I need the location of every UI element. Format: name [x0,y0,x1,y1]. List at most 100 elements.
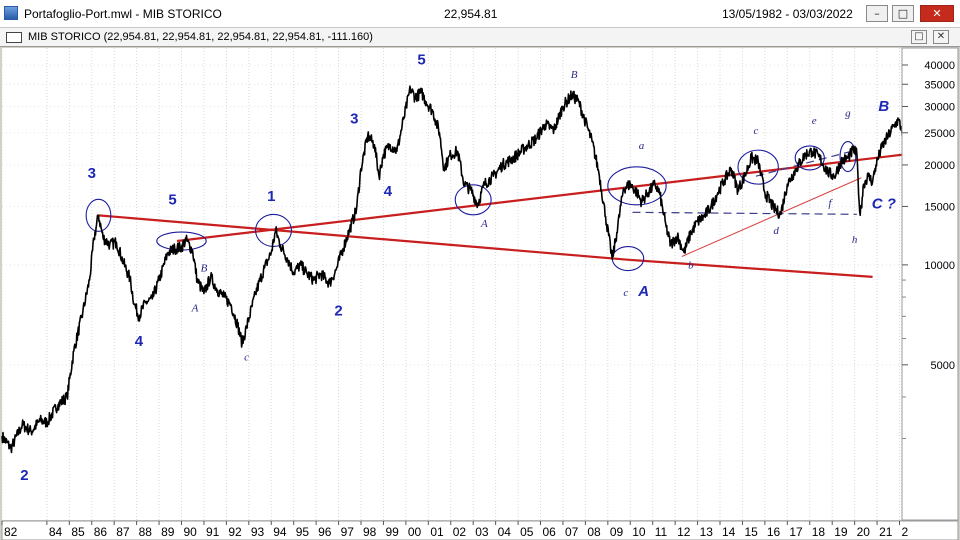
wave-label-8: 2 [20,467,28,484]
x-tick-label-14: 97 [341,525,355,539]
ellipses [85,140,857,272]
x-tick-label-16: 99 [385,525,399,539]
wave-label-17: a [639,140,645,152]
maximize-button[interactable]: □ [892,5,914,22]
series-layer [1,85,905,454]
wave-label-4: 5 [417,51,425,68]
wave-label-19: b [688,260,694,272]
wave-label-0: 3 [88,165,96,182]
wave-label-11: C ? [872,195,896,212]
x-tick-label-12: 95 [296,525,310,539]
x-tick-label-18: 01 [430,525,444,539]
wave-label-7: 2 [334,302,342,319]
x-tick-label-7: 90 [184,525,198,539]
price-line [1,85,905,454]
x-axis: 82 84 85 86 87 88 89 90 91 92 93 94 95 96 97 98 99 00 01 02… [1,521,909,539]
x-tick-label-31: 14 [722,525,736,539]
wave-label-3: 3 [350,110,358,127]
y-axis-panel [901,47,959,521]
grid [1,48,902,520]
minimize-button[interactable]: – [866,5,888,22]
y-tick-label-6: 10000 [924,260,955,272]
y-axis: 40000 35000 30000 25000 20000 15000 10000 5000 [902,60,955,439]
x-tick-label-24: 07 [565,525,579,539]
x-tick-label-35: 18 [812,525,826,539]
x-tick-label-13: 96 [318,525,332,539]
wave-label-10: B [878,98,889,115]
wave-label-21: d [773,225,779,237]
close-button[interactable]: ✕ [920,5,954,22]
wave-label-1: 5 [168,192,176,209]
plot-area [2,48,902,520]
x-tick-label-5: 88 [139,525,153,539]
x-tick-label-20: 03 [475,525,489,539]
y-tick-label-2: 30000 [924,101,955,113]
wave-label-18: c [623,287,628,299]
wave-label-2: 1 [267,188,275,205]
wave-label-24: g [845,107,851,119]
x-tick-label-27: 10 [632,525,646,539]
date-range: 13/05/1982 - 03/03/2022 [722,7,853,21]
x-tick-label-29: 12 [677,525,691,539]
wave-ellipse-6 [737,149,779,185]
trendlines [98,149,905,279]
x-tick-label-33: 16 [767,525,781,539]
wave-ellipse-8 [839,140,857,173]
x-tick-label-17: 00 [408,525,422,539]
restore-button[interactable]: □ [911,30,927,44]
x-axis-panel [1,520,959,540]
chart-close-button[interactable]: ✕ [933,30,949,44]
app-titlebar: Portafoglio-Port.mwl - MIB STORICO 22,95… [0,0,960,28]
wave-ellipse-7 [794,145,825,171]
x-tick-label-28: 11 [655,525,668,539]
chart-window-icon [6,32,22,43]
x-tick-label-9: 92 [228,525,242,539]
wave-label-15: A [480,218,488,230]
window-title: Portafoglio-Port.mwl - MIB STORICO [24,7,222,21]
x-tick-label-1: 84 [49,525,63,539]
wave-ellipse-0 [85,198,112,232]
x-tick-label-30: 13 [700,525,714,539]
wave-label-25: h [852,234,858,246]
wave-ellipse-3 [454,184,492,216]
x-tick-label-34: 17 [789,525,803,539]
y-tick-label-4: 20000 [924,160,955,172]
trendline-4 [632,211,857,215]
x-tick-label-32: 15 [744,525,758,539]
x-tick-label-37: 20 [857,525,871,539]
chart-window-titlebar: MIB STORICO (22,954.81, 22,954.81, 22,95… [0,28,960,47]
chart-window-title: MIB STORICO (22,954.81, 22,954.81, 22,95… [28,31,373,43]
wave-label-13: A [191,302,199,314]
x-tick-label-8: 91 [206,525,220,539]
wave-label-22: e [812,115,817,127]
x-tick-label-2: 85 [71,525,85,539]
wave-ellipse-2 [254,213,292,247]
x-tick-label-6: 89 [161,525,175,539]
x-tick-label-0: 82 [4,525,18,539]
wave-label-12: B [201,263,208,275]
x-tick-label-3: 86 [94,525,108,539]
trendline-1 [630,258,873,279]
x-tick-label-39: 2 [902,525,909,539]
y-tick-label-5: 15000 [924,201,955,213]
wave-label-5: 4 [384,183,393,200]
trendline-0 [98,214,631,262]
wave-label-20: c [753,125,758,137]
y-tick-label-7: 5000 [931,360,955,372]
x-tick-label-21: 04 [498,525,512,539]
x-tick-label-4: 87 [116,525,130,539]
wave-label-6: 4 [135,333,144,350]
y-tick-label-3: 25000 [924,128,955,140]
x-tick-label-23: 06 [543,525,557,539]
x-tick-label-11: 94 [273,525,287,539]
x-tick-label-19: 02 [453,525,467,539]
x-tick-label-15: 98 [363,525,377,539]
x-tick-label-22: 05 [520,525,534,539]
y-tick-label-1: 35000 [924,79,955,91]
wave-label-16: B [571,69,578,81]
wave-ellipse-4 [607,166,667,206]
trendline-3 [681,177,862,257]
x-tick-label-38: 21 [879,525,893,539]
